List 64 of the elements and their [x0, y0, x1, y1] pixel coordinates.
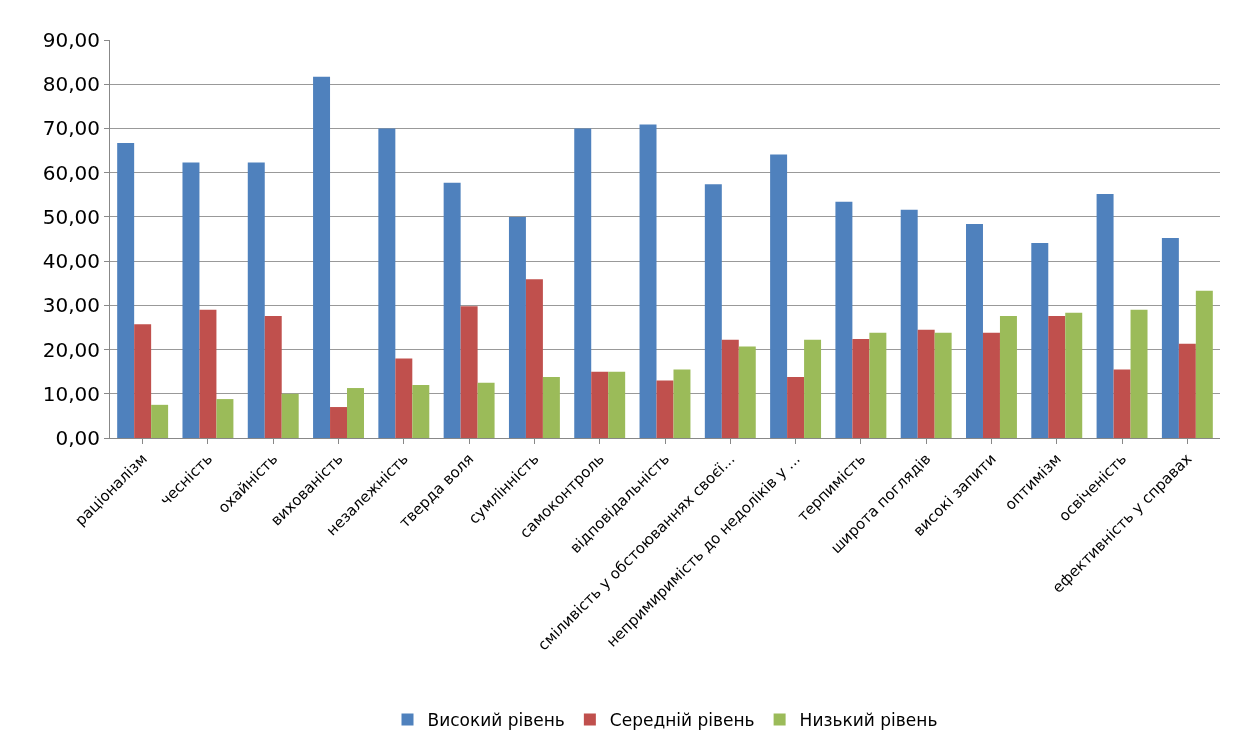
- bar: [330, 407, 348, 438]
- bar: [835, 201, 853, 438]
- bar: [216, 399, 234, 438]
- bar: [443, 182, 461, 438]
- bar: [1195, 290, 1213, 438]
- bar: [608, 371, 626, 438]
- bar: [378, 128, 396, 438]
- bar: [673, 369, 691, 438]
- legend-label: Високий рівень: [427, 710, 565, 731]
- bar: [347, 388, 364, 438]
- bar: [704, 184, 722, 438]
- bar: [313, 76, 331, 438]
- bar: [1130, 309, 1148, 438]
- bar: [1065, 312, 1083, 438]
- bar: [477, 382, 495, 438]
- legend-label: Низький рівень: [799, 710, 938, 731]
- bar: [199, 309, 217, 438]
- legend-label: Середній рівень: [609, 710, 755, 731]
- y-tick-label: 40,00: [42, 249, 100, 274]
- bar: [525, 279, 543, 438]
- bar: [574, 128, 592, 438]
- bar: [134, 324, 152, 438]
- bar: [738, 346, 756, 438]
- bar: [982, 332, 1000, 438]
- bar: [247, 162, 265, 438]
- bar: [182, 162, 200, 438]
- bar: [508, 216, 526, 438]
- bar: [542, 376, 560, 438]
- y-tick-label: 10,00: [42, 381, 100, 406]
- bar: [1096, 193, 1114, 438]
- bar: [460, 306, 478, 438]
- bar: [281, 393, 299, 438]
- bar: [591, 371, 609, 438]
- bar: [999, 315, 1017, 438]
- bar: [787, 376, 805, 438]
- y-tick-label: 60,00: [42, 160, 100, 185]
- bar: [770, 154, 788, 438]
- y-tick-label: 80,00: [42, 72, 100, 97]
- y-tick-label: 50,00: [42, 204, 100, 229]
- bar: [1178, 343, 1196, 438]
- bar: [852, 338, 870, 438]
- bar: [721, 339, 739, 438]
- y-tick-label: 70,00: [42, 116, 100, 141]
- bar: [117, 143, 135, 438]
- bar: [1031, 242, 1049, 438]
- bar: [1161, 238, 1179, 438]
- bar: [656, 380, 674, 438]
- bar: [412, 384, 430, 438]
- bar: [395, 358, 413, 438]
- bar: [264, 315, 282, 438]
- y-tick-label: 90,00: [42, 28, 100, 52]
- y-tick-label: 30,00: [42, 293, 100, 318]
- y-tick-label: 20,00: [42, 337, 100, 362]
- y-tick-label: 0,00: [55, 426, 100, 450]
- bar: [1113, 369, 1131, 438]
- bar: [966, 223, 983, 438]
- bar: [934, 332, 952, 438]
- bar: [917, 329, 935, 438]
- bar: [869, 332, 887, 438]
- bar: [804, 339, 822, 438]
- bar: [1048, 315, 1066, 438]
- bar: [639, 124, 657, 438]
- bar: [151, 404, 169, 438]
- bar: [900, 209, 918, 438]
